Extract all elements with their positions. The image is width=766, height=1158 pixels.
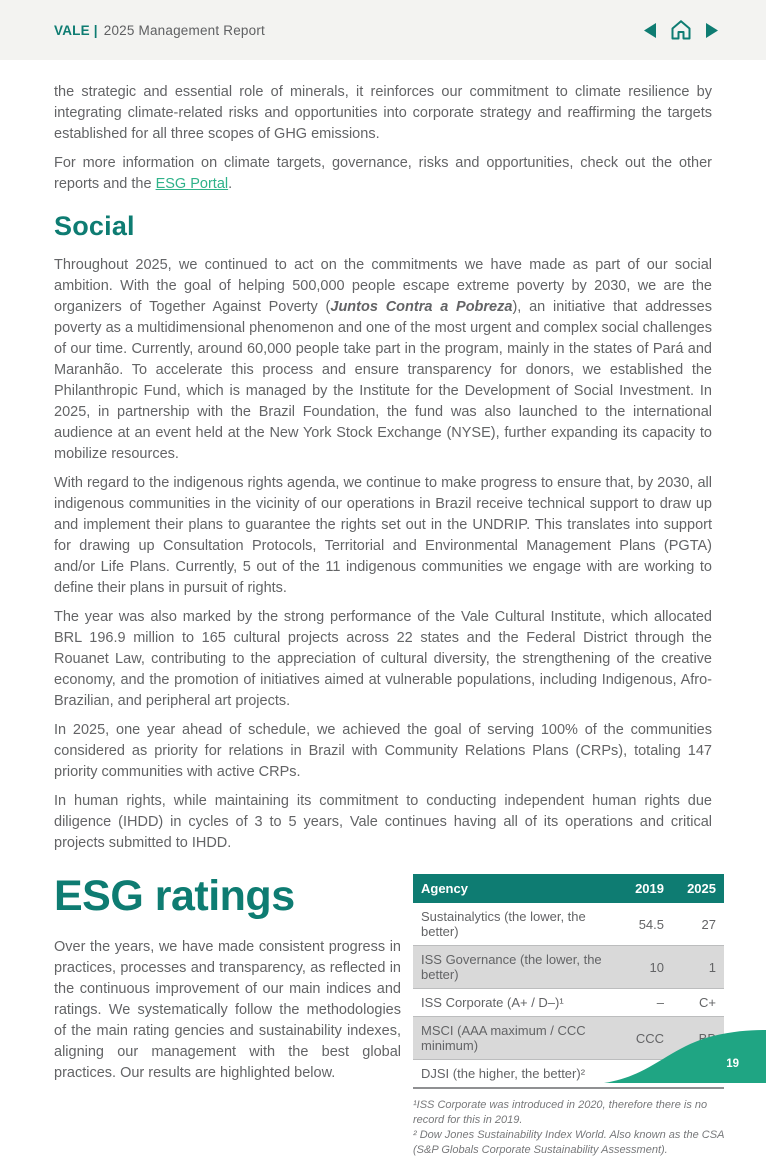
esg-portal-link[interactable]: ESG Portal — [155, 176, 229, 192]
paragraph-esg-intro: Over the years, we have made consistent … — [54, 939, 401, 1081]
paragraph-human-rights: In human rights, while maintaining its c… — [54, 793, 712, 851]
value-2019-cell: 10 — [620, 945, 672, 989]
table-header-row: Agency 2019 2025 — [413, 874, 724, 903]
next-arrow-icon — [706, 22, 718, 38]
report-brand-line: VALE | 2025 Management Report — [54, 23, 265, 38]
paragraph-social-ambition: Throughout 2025, we continued to act on … — [54, 255, 712, 465]
vale-logo: VALE | — [54, 22, 98, 38]
value-2025-cell: 1 — [672, 945, 724, 989]
agency-cell: ISS Governance (the lower, the better) — [413, 945, 620, 989]
value-2019-cell: – — [620, 988, 672, 1017]
esg-left-column: ESG ratings Over the years, we have made… — [54, 870, 401, 1158]
value-2025-cell: 27 — [672, 903, 724, 946]
table-row: ISS Corporate (A+ / D–)¹ – C+ — [413, 988, 724, 1017]
esg-ratings-heading: ESG ratings — [54, 872, 295, 920]
table-row: Sustainalytics (the lower, the better) 5… — [413, 903, 724, 946]
agency-cell: Sustainalytics (the lower, the better) — [413, 903, 620, 946]
report-title: 2025 Management Report — [103, 22, 265, 38]
text-run: ), an initiative that addresses poverty … — [54, 299, 712, 462]
value-2025-cell: C+ — [672, 988, 724, 1017]
paragraph-community-relations: In 2025, one year ahead of schedule, we … — [54, 722, 712, 780]
italic-program-name: Juntos Contra a Pobreza — [330, 299, 513, 315]
table-row: MSCI (AAA maximum / CCC minimum) CCC BB — [413, 1016, 724, 1060]
page-content: the strategic and essential role of mine… — [0, 60, 766, 1158]
paragraph-climate-more-info: For more information on climate targets,… — [54, 153, 712, 195]
home-icon — [671, 20, 691, 40]
text-run: Throughout 2025, we continued to act on … — [54, 257, 712, 315]
social-section-heading: Social — [54, 211, 135, 241]
column-header-2025: 2025 — [672, 874, 724, 903]
wave-shape — [604, 1030, 766, 1083]
table-footnotes: ¹ISS Corporate was introduced in 2020, t… — [413, 1098, 724, 1157]
text-run: . — [228, 176, 233, 192]
footnote-1: ¹ISS Corporate was introduced in 2020, t… — [413, 1099, 708, 1126]
next-page-button[interactable] — [706, 22, 718, 38]
page-number: 19 — [726, 1058, 739, 1070]
prev-arrow-icon — [644, 22, 656, 38]
value-2019-cell: CCC — [620, 1016, 672, 1060]
home-button[interactable] — [669, 19, 693, 41]
previous-page-button[interactable] — [644, 22, 656, 38]
paragraph-climate-continuation: the strategic and essential role of mine… — [54, 84, 712, 142]
top-header-bar: VALE | 2025 Management Report — [0, 0, 766, 60]
agency-cell: MSCI (AAA maximum / CCC minimum) — [413, 1016, 620, 1060]
footnote-2: ² Dow Jones Sustainability Index World. … — [413, 1129, 724, 1156]
value-2019-cell: 54.5 — [620, 903, 672, 946]
text-run: For more information on climate targets,… — [54, 155, 712, 192]
column-header-agency: Agency — [413, 874, 620, 903]
page-navigation — [644, 19, 718, 41]
agency-cell: ISS Corporate (A+ / D–)¹ — [413, 988, 620, 1017]
paragraph-indigenous-rights: With regard to the indigenous rights age… — [54, 475, 712, 596]
table-row: ISS Governance (the lower, the better) 1… — [413, 945, 724, 989]
column-header-2019: 2019 — [620, 874, 672, 903]
footer-wave-decoration: 19 — [466, 1003, 766, 1083]
paragraph-cultural-institute: The year was also marked by the strong p… — [54, 609, 712, 709]
